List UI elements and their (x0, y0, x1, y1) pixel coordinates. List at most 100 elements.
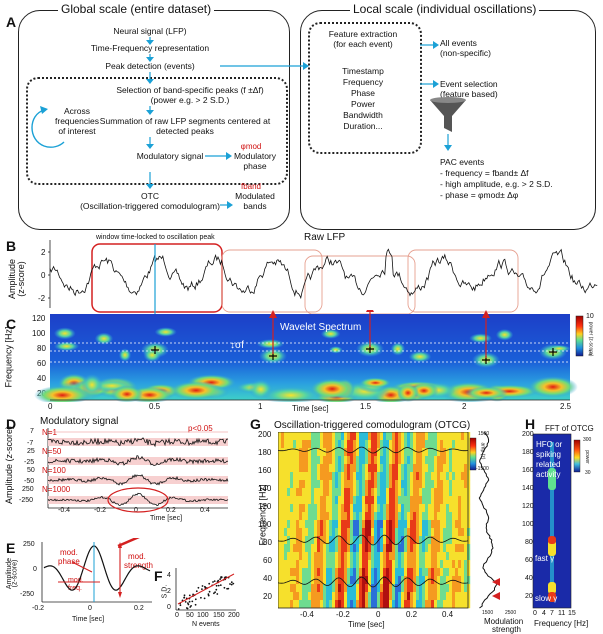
n-label: N=1 (42, 428, 57, 437)
otcg-cell (353, 512, 357, 521)
otcg-cell (302, 464, 306, 473)
otcg-cell (368, 520, 372, 529)
otcg-cell (464, 496, 468, 505)
otcg-cell (302, 552, 306, 561)
otcg-cell (320, 464, 324, 473)
otcg-cell (287, 568, 291, 577)
otcg-cell (299, 544, 303, 553)
otcg-cell (311, 536, 315, 545)
otcg-cell (317, 568, 321, 577)
panel-g-ytick: 40 (263, 574, 272, 583)
selection-label-2: (power e.g. > 2 S.D.) (150, 95, 230, 105)
otcg-cell (422, 576, 426, 585)
otcg-cell (314, 568, 318, 577)
otcg-cell (359, 488, 363, 497)
otcg-cell (461, 544, 465, 553)
otcg-cell (404, 584, 408, 593)
otcg-cell (308, 496, 312, 505)
otcg-cell (365, 496, 369, 505)
otcg-cell (344, 536, 348, 545)
otcg-cell (422, 448, 426, 457)
otcg-cell (344, 544, 348, 553)
otcg-cell (326, 480, 330, 489)
otcg-cell (278, 440, 282, 449)
otcg-cell (305, 432, 309, 441)
otcg-cell (278, 520, 282, 529)
otcg-cell (410, 504, 414, 513)
modulated-bands-label-2: bands (243, 201, 267, 211)
otcg-cell (443, 592, 447, 601)
otcg-cell (437, 584, 441, 593)
otcg-cell (326, 456, 330, 465)
otcg-cell (428, 432, 432, 441)
otcg-cell (428, 472, 432, 481)
otcg-cell (449, 584, 453, 593)
otcg-cell (344, 512, 348, 521)
otcg-cell (464, 456, 468, 465)
otcg-cell (287, 552, 291, 561)
otcg-cell (383, 584, 387, 593)
otcg-cell (278, 544, 282, 553)
otcg-cell (299, 440, 303, 449)
otcg-cell (389, 528, 393, 537)
otcg-cell (305, 496, 309, 505)
otcg-cell (308, 448, 312, 457)
otcg-cell (434, 448, 438, 457)
otcg-cell (392, 552, 396, 561)
otcg-cell (458, 448, 462, 457)
otcg-cell (323, 560, 327, 569)
otcg-cell (422, 504, 426, 513)
otcg-cell (392, 488, 396, 497)
otcg-cell (449, 496, 453, 505)
n-label: N=100 (42, 466, 66, 475)
otcg-cell (293, 448, 297, 457)
otcg-cell (446, 600, 450, 609)
otcg-cell (344, 568, 348, 577)
otcg-cell (332, 552, 336, 561)
mod-freq-label-1: mod. (68, 577, 84, 584)
scatter-point (194, 598, 197, 601)
otcg-cell (464, 592, 468, 601)
otcg-cell (365, 528, 369, 537)
otcg-cell (365, 480, 369, 489)
otcg-cell (389, 520, 393, 529)
otcg-cell (443, 600, 447, 609)
otcg-cell (425, 480, 429, 489)
otcg-cell (317, 504, 321, 513)
otcg-cell (314, 480, 318, 489)
otcg-cell (338, 536, 342, 545)
otcg-cell (386, 448, 390, 457)
otcg-cell (383, 496, 387, 505)
otcg-cell (350, 440, 354, 449)
otcg-cell (404, 568, 408, 577)
otcg-cell (449, 552, 453, 561)
otcg-cell (293, 496, 297, 505)
otcg-cell (281, 576, 285, 585)
otcg-cell (287, 440, 291, 449)
modulatory-traces (47, 437, 229, 507)
otcg-cell (437, 496, 441, 505)
otcg-cell (392, 528, 396, 537)
otcg-cell (338, 472, 342, 481)
panel-c-xtick: 0.5 (149, 402, 161, 411)
panel-c-xtick: 1 (258, 402, 263, 411)
otcg-cell (353, 456, 357, 465)
otcg-cell (353, 448, 357, 457)
otcg-cell (407, 440, 411, 449)
otcg-cell (419, 544, 423, 553)
across-label-1: Across (64, 106, 90, 116)
otcg-cell (353, 464, 357, 473)
otcg-cell (311, 480, 315, 489)
otcg-cell (317, 472, 321, 481)
otcg-cell (410, 520, 414, 529)
wavelet-spectrum (34, 310, 584, 402)
otcg-cell (287, 432, 291, 441)
otcg-cell (371, 576, 375, 585)
otcg-cell (311, 472, 315, 481)
otcg-cell (302, 480, 306, 489)
otcg-cell (350, 592, 354, 601)
otcg-cell (401, 504, 405, 513)
otcg-cell (404, 512, 408, 521)
otcg-cell (287, 488, 291, 497)
otcg-cell (281, 584, 285, 593)
